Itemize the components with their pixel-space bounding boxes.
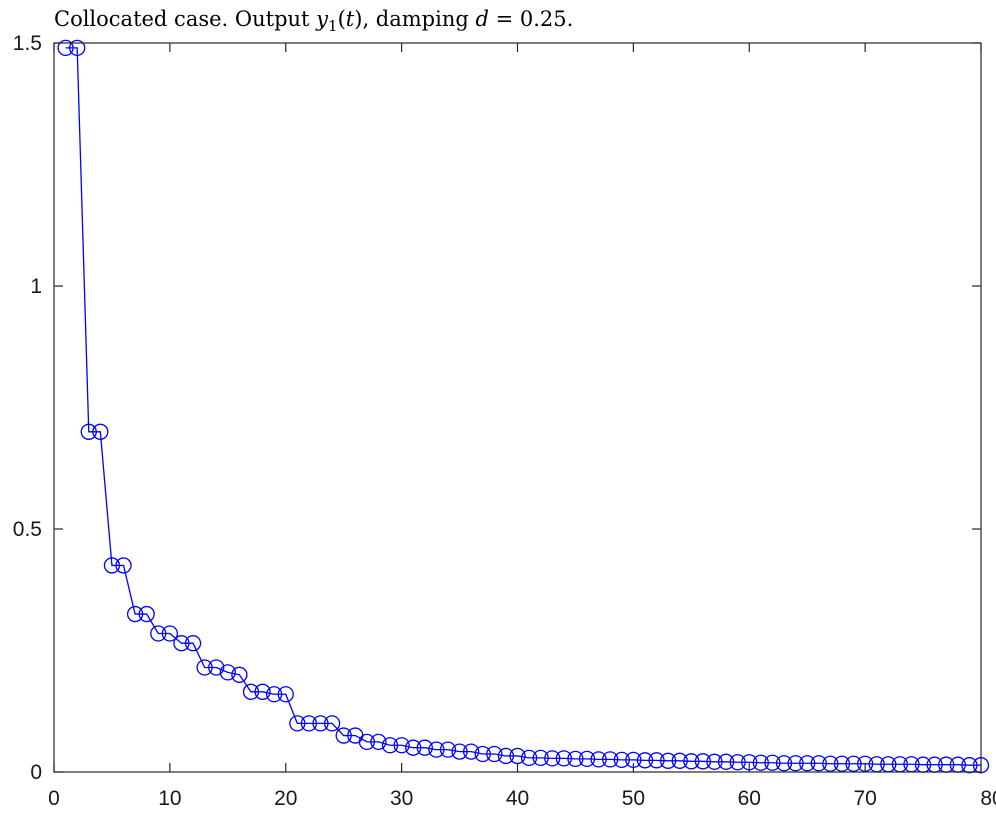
data-point <box>578 750 596 768</box>
data-point <box>231 666 248 683</box>
data-point <box>636 752 654 769</box>
data-point <box>567 750 584 768</box>
data-point <box>439 741 457 758</box>
data-point <box>184 635 202 652</box>
data-point <box>300 715 318 732</box>
data-point <box>126 605 144 623</box>
y-tick-label: 0 <box>30 761 42 784</box>
title-output-arg: t <box>346 7 355 31</box>
data-point <box>775 755 793 772</box>
data-point <box>961 757 978 774</box>
data-point <box>694 753 712 770</box>
x-tick-label: 0 <box>48 787 60 810</box>
data-point <box>648 752 665 769</box>
data-point <box>532 749 549 767</box>
data-point <box>208 659 225 676</box>
data-point <box>323 715 341 732</box>
data-point <box>752 754 769 771</box>
data-point <box>845 755 862 772</box>
data-point <box>161 625 179 642</box>
y-tick-label: 1.5 <box>13 32 42 55</box>
title-output-subscript: 1 <box>328 17 338 35</box>
data-point <box>312 715 329 732</box>
data-point <box>196 659 213 676</box>
data-point <box>138 605 155 623</box>
x-tick-label: 80 <box>980 787 996 810</box>
data-point <box>277 686 294 703</box>
data-point <box>602 751 619 768</box>
title-output-arg-close: ) <box>354 7 362 31</box>
title-output-symbol: y <box>315 7 329 31</box>
data-point <box>103 557 121 574</box>
title-damping-symbol: d <box>475 7 488 31</box>
data-point <box>625 751 642 768</box>
data-point <box>497 747 515 765</box>
data-point <box>405 739 422 756</box>
data-point <box>486 745 503 763</box>
data-point <box>381 737 399 754</box>
data-point <box>659 752 677 769</box>
x-tick-label: 50 <box>622 787 645 810</box>
data-point <box>219 664 236 681</box>
data-point <box>613 751 630 768</box>
title-output-arg-open: ( <box>338 7 346 31</box>
data-point <box>451 743 468 760</box>
data-point <box>242 683 260 700</box>
series-line <box>65 47 981 766</box>
data-point <box>706 753 723 770</box>
data-point <box>729 754 746 771</box>
x-tick-label: 40 <box>506 787 529 810</box>
data-point <box>520 749 538 767</box>
data-point <box>254 683 271 700</box>
data-point <box>822 755 839 772</box>
data-point <box>69 39 86 57</box>
y-tick-label: 1 <box>30 275 42 298</box>
data-point <box>173 635 190 652</box>
data-point <box>856 755 874 772</box>
title-prefix: Collocated case. Output <box>54 7 316 31</box>
data-point <box>462 743 480 760</box>
data-point <box>266 686 283 703</box>
title-middle: , damping <box>362 7 475 31</box>
data-point <box>590 751 607 768</box>
data-point <box>787 755 804 772</box>
data-point <box>428 741 445 758</box>
data-point <box>150 625 167 642</box>
y-tick-label: 0.5 <box>13 518 42 541</box>
x-tick-label: 10 <box>158 787 181 810</box>
chart-title: Collocated case. Output y1(t), damping d… <box>54 7 573 35</box>
data-point <box>92 423 109 440</box>
x-tick-label: 70 <box>853 787 876 810</box>
data-point <box>289 715 306 732</box>
data-point <box>810 755 827 772</box>
data-point <box>764 754 781 771</box>
data-point <box>833 755 851 772</box>
plot-frame <box>53 42 982 773</box>
x-tick-label: 20 <box>274 787 297 810</box>
data-point <box>358 733 376 751</box>
data-point <box>393 737 410 754</box>
data-point <box>671 752 688 769</box>
data-point <box>115 557 132 574</box>
axis-ticks: 0 10 20 30 40 50 60 70 80 0 0.5 1 1.5 <box>13 32 996 810</box>
series-y1 <box>57 39 990 774</box>
data-point <box>474 745 491 763</box>
data-point <box>741 754 758 771</box>
data-point <box>370 733 387 751</box>
data-point <box>555 750 572 767</box>
data-point <box>335 727 352 744</box>
data-point <box>509 747 526 765</box>
x-tick-label: 60 <box>738 787 761 810</box>
data-point <box>416 739 433 756</box>
data-point <box>717 753 735 770</box>
data-point <box>799 755 816 772</box>
data-point <box>683 753 700 770</box>
x-tick-label: 30 <box>390 787 413 810</box>
data-point <box>80 423 97 440</box>
data-point <box>57 39 74 57</box>
title-damping-value: = 0.25. <box>489 7 573 31</box>
data-point <box>544 750 561 767</box>
